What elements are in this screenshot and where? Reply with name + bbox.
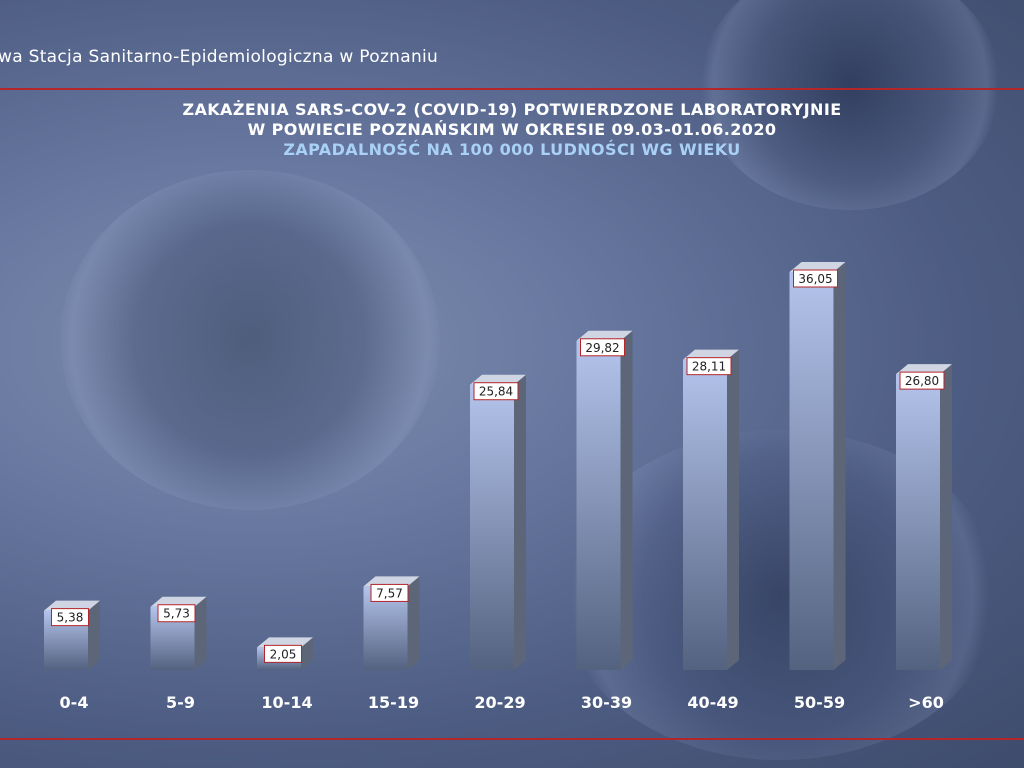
- category-label: 20-29: [474, 693, 525, 712]
- bar-side: [940, 364, 952, 670]
- bar-side: [727, 349, 739, 670]
- bar-group: 28,11 40-49: [683, 349, 739, 712]
- bar-side: [301, 637, 313, 670]
- bar-group: 29,82 30-39: [576, 330, 633, 712]
- chart-title-line-2: W POWIECIE POZNAŃSKIM W OKRESIE 09.03-01…: [247, 120, 777, 139]
- category-label: 50-59: [794, 693, 845, 712]
- bar-group: 26,80 >60: [896, 364, 952, 712]
- category-label: 40-49: [687, 693, 738, 712]
- bar-group: 36,05 50-59: [789, 262, 846, 712]
- value-label: 26,80: [905, 374, 939, 388]
- bar: [576, 340, 621, 670]
- bar-group: 5,38 0-4: [44, 600, 100, 712]
- bar: [683, 359, 727, 670]
- value-label: 36,05: [798, 272, 832, 286]
- bar-group: 5,73 5-9: [150, 596, 207, 712]
- category-label: 0-4: [60, 693, 89, 712]
- bar-group: 2,05 10-14: [257, 637, 313, 712]
- value-label: 5,73: [163, 607, 190, 621]
- value-label-box: [899, 371, 945, 390]
- bar-side: [407, 576, 420, 670]
- value-label-box: [686, 357, 732, 376]
- top-divider: [0, 88, 1024, 90]
- value-label-box: [473, 382, 519, 401]
- value-label: 25,84: [479, 385, 513, 399]
- value-label-box: [51, 608, 89, 627]
- category-label: 15-19: [368, 693, 419, 712]
- value-label-box: [370, 583, 409, 602]
- bar-side: [88, 600, 100, 670]
- category-label: >60: [908, 693, 944, 712]
- bar: [789, 272, 834, 670]
- value-label-box: [580, 338, 625, 357]
- bar: [896, 374, 940, 670]
- value-label-box: [793, 269, 838, 288]
- value-label: 2,05: [270, 647, 297, 661]
- chart-subtitle: ZAPADALNOŚĆ NA 100 000 LUDNOŚCI WG WIEKU: [283, 140, 741, 159]
- value-label: 7,57: [376, 586, 403, 600]
- category-label: 30-39: [581, 693, 632, 712]
- chart-titles: ZAKAŻENIA SARS-COV-2 (COVID-19) POTWIERD…: [0, 100, 1024, 160]
- value-label: 5,38: [57, 611, 84, 625]
- institution-header: wa Stacja Sanitarno-Epidemiologiczna w P…: [0, 47, 439, 67]
- value-label-box: [264, 644, 302, 663]
- value-label: 29,82: [585, 341, 619, 355]
- bar-side: [194, 596, 207, 670]
- category-label: 5-9: [166, 693, 195, 712]
- bar: [470, 384, 514, 670]
- chart-title-line-1: ZAKAŻENIA SARS-COV-2 (COVID-19) POTWIERD…: [182, 100, 842, 119]
- category-label: 10-14: [261, 693, 312, 712]
- bottom-divider: [0, 738, 1024, 740]
- value-label-box: [157, 604, 196, 623]
- bar-side: [833, 262, 846, 670]
- value-label: 28,11: [692, 360, 726, 374]
- bar-group: 7,57 15-19: [363, 576, 420, 712]
- bar-group: 25,84 20-29: [470, 374, 526, 712]
- bar-side: [514, 374, 526, 670]
- bar-side: [620, 330, 633, 670]
